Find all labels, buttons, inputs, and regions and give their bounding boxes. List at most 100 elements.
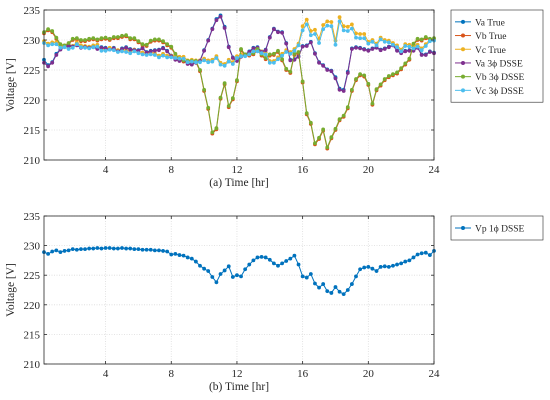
legend-label: Va 3ϕ DSSE (475, 59, 523, 69)
data-point (403, 259, 408, 264)
data-point (276, 57, 280, 62)
data-point (247, 52, 252, 57)
data-point (263, 255, 268, 260)
data-point (173, 56, 178, 60)
data-point (181, 253, 186, 258)
data-point (235, 56, 239, 60)
data-point (423, 250, 428, 255)
data-point (296, 43, 301, 48)
data-point (140, 52, 145, 57)
data-point (358, 32, 363, 36)
data-point (399, 66, 404, 71)
data-point (308, 272, 313, 276)
data-point (259, 51, 264, 56)
data-point (308, 40, 313, 45)
data-point (206, 105, 211, 110)
data-point (214, 126, 219, 131)
data-point (157, 248, 161, 253)
data-point (115, 50, 120, 54)
data-point (395, 262, 399, 267)
data-point (70, 36, 75, 41)
data-point (74, 42, 79, 47)
data-point (308, 33, 313, 38)
data-point (349, 26, 354, 31)
data-point (165, 42, 170, 47)
data-point (415, 252, 420, 257)
data-point (66, 248, 71, 253)
data-point (218, 272, 223, 276)
data-point (386, 265, 391, 269)
y-tick-label: 220 (24, 95, 41, 107)
data-point (419, 53, 424, 57)
data-point (243, 267, 248, 272)
data-point (317, 135, 321, 140)
x-tick-label: 8 (169, 164, 175, 176)
data-point (62, 249, 67, 253)
data-point (386, 40, 391, 45)
data-point (329, 24, 334, 29)
data-point (161, 39, 165, 44)
data-point (235, 78, 239, 83)
data-point (399, 49, 404, 54)
data-point (206, 60, 211, 65)
data-point (296, 262, 301, 267)
data-point (337, 15, 342, 20)
data-point (325, 23, 330, 28)
data-point (399, 261, 404, 266)
data-point (276, 30, 280, 35)
data-point (321, 282, 326, 286)
data-point (107, 47, 112, 52)
data-point (345, 105, 350, 110)
legend-box (450, 9, 544, 103)
data-point (349, 282, 354, 286)
data-point (276, 48, 280, 53)
data-point (419, 37, 424, 42)
data-point (169, 44, 174, 49)
data-point (276, 263, 280, 268)
data-point (288, 69, 293, 74)
data-point (411, 41, 416, 46)
data-point (132, 49, 137, 54)
data-point (202, 266, 207, 271)
x-axis-label: (a) Time [hr] (209, 177, 268, 189)
data-point (354, 77, 358, 81)
data-point (329, 291, 334, 295)
data-point (210, 27, 215, 32)
data-point (50, 60, 55, 65)
y-tick-label: 215 (24, 329, 41, 341)
data-point (157, 48, 161, 53)
data-point (173, 251, 178, 256)
data-point (46, 251, 51, 256)
x-tick-label: 4 (103, 368, 109, 380)
axes-box (43, 9, 435, 161)
legend-marker (461, 60, 465, 65)
data-point (403, 61, 408, 66)
legend-marker (461, 19, 465, 24)
data-point (251, 49, 256, 54)
data-point (120, 33, 124, 38)
data-point (128, 51, 133, 56)
data-point (193, 259, 198, 264)
data-point (341, 28, 346, 33)
data-point (177, 253, 182, 257)
data-point (83, 247, 87, 252)
data-point (337, 289, 342, 294)
x-tick-label: 4 (103, 164, 109, 176)
data-point (218, 62, 223, 67)
data-point (341, 113, 346, 118)
data-point (358, 72, 363, 77)
data-point (222, 81, 227, 86)
data-point (370, 266, 375, 271)
data-point (148, 38, 153, 43)
data-point (161, 46, 165, 51)
y-tick-label: 230 (24, 35, 41, 47)
data-point (415, 44, 420, 49)
data-point (247, 262, 252, 267)
data-point (46, 64, 51, 69)
data-point (304, 17, 309, 22)
data-point (354, 35, 358, 40)
data-point (378, 37, 383, 42)
data-point (329, 135, 334, 140)
data-point (362, 47, 367, 52)
